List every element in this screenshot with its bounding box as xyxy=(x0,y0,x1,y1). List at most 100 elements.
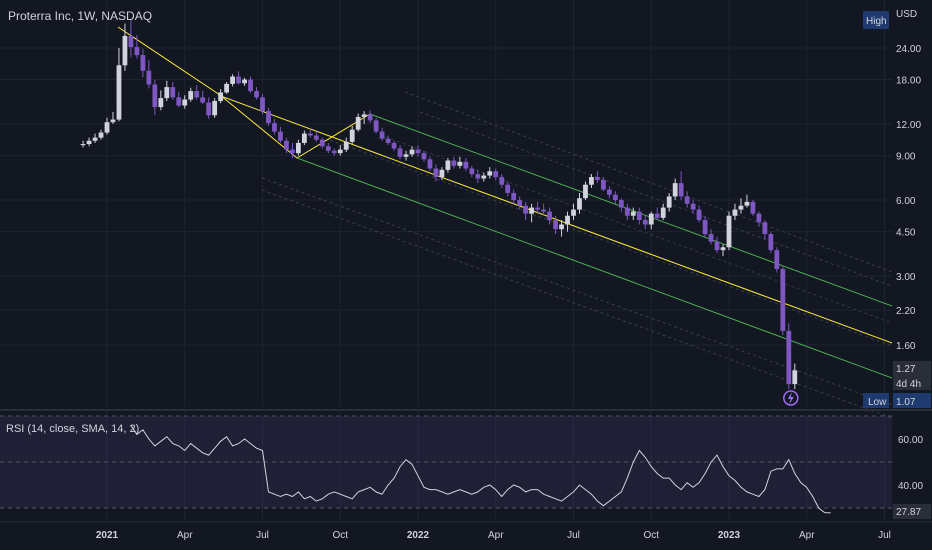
low-badge xyxy=(863,393,889,408)
price-tick-label: 18.00 xyxy=(896,76,921,87)
candle-body xyxy=(475,174,481,179)
time-tick-label: Jul xyxy=(256,530,269,541)
candle-body xyxy=(463,161,469,169)
channel-lower xyxy=(296,157,893,379)
low-value-label: 1.07 xyxy=(896,397,916,408)
candle-body xyxy=(379,131,385,139)
rsi-label: RSI (14, close, SMA, 14, 2) xyxy=(6,423,140,435)
time-tick-label: Oct xyxy=(643,530,659,541)
candle-body xyxy=(696,209,702,221)
time-grid xyxy=(106,0,885,520)
candle-body xyxy=(295,142,301,154)
candle-body xyxy=(487,171,493,176)
candle-body xyxy=(439,169,445,178)
channel-faint-line xyxy=(329,139,893,347)
candle-body xyxy=(266,111,271,124)
time-tick-label: Apr xyxy=(177,530,193,541)
candle-body xyxy=(110,119,116,123)
price-tick-label: 1.60 xyxy=(896,341,916,352)
candle-body xyxy=(260,97,265,112)
candle-body xyxy=(427,159,433,169)
candle-body xyxy=(792,370,798,385)
candle-body xyxy=(690,203,696,210)
rsi-axis-bg xyxy=(892,412,932,522)
rsi-pane[interactable]: 60.00 40.00 27.87 xyxy=(0,409,932,522)
rsi-band xyxy=(0,416,892,508)
candle-body xyxy=(714,241,720,251)
candle-body xyxy=(92,137,98,141)
candle-body xyxy=(325,146,331,151)
candle-body xyxy=(403,154,409,157)
price-tick-label: 6.00 xyxy=(896,196,916,207)
candle-body xyxy=(750,201,756,214)
pitchfork-median xyxy=(217,94,893,344)
candle-body xyxy=(200,97,206,103)
candle-body xyxy=(224,83,230,93)
candle-body xyxy=(702,220,708,235)
candle-body xyxy=(284,140,289,150)
candle-body xyxy=(451,160,457,166)
candle-body xyxy=(158,98,164,108)
candle-body xyxy=(433,168,439,178)
candle-body xyxy=(206,102,212,116)
candle-body xyxy=(678,183,684,197)
candle-body xyxy=(708,234,714,242)
candle-body xyxy=(355,116,361,130)
candle-body xyxy=(786,330,792,385)
candle-body xyxy=(577,198,582,210)
candle-body xyxy=(140,55,146,71)
candle-body xyxy=(188,91,194,100)
countdown-tag xyxy=(893,376,931,390)
chart-title: Proterra Inc, 1W, NASDAQ xyxy=(8,9,153,23)
time-tick-label: Apr xyxy=(488,530,504,541)
candle-body xyxy=(648,213,654,225)
candle-body xyxy=(529,207,535,214)
candle-body xyxy=(331,150,337,154)
candle-body xyxy=(242,79,247,84)
candle-body xyxy=(756,213,762,223)
candle-body xyxy=(672,183,678,197)
candle-body xyxy=(666,196,672,208)
candle-body xyxy=(744,201,750,206)
time-tick-label: Apr xyxy=(799,530,815,541)
price-tick-label: 12.00 xyxy=(896,120,921,131)
countdown-label: 4d 4h xyxy=(896,379,921,390)
candle-body xyxy=(134,47,140,56)
rsi-tick-label: 40.00 xyxy=(898,481,923,492)
candle-body xyxy=(630,211,636,216)
candle-body xyxy=(774,250,780,269)
candle-body xyxy=(373,120,379,132)
candle-body xyxy=(541,209,546,212)
time-axis[interactable]: 2021 Apr Jul Oct 2022 Apr Jul Oct 2023 Apr Jul xyxy=(0,521,932,541)
candle-body xyxy=(290,149,295,154)
high-label: High xyxy=(866,16,887,27)
pitchfork-handle xyxy=(117,26,371,159)
candle-body xyxy=(80,144,86,146)
candle-body xyxy=(606,189,612,195)
candle-body xyxy=(595,177,600,181)
candle-body xyxy=(415,149,421,154)
candle-body xyxy=(164,87,170,99)
candle-body xyxy=(583,184,588,199)
candle-body xyxy=(98,132,104,138)
low-value-tag xyxy=(893,393,931,408)
lightning-icon xyxy=(787,392,794,405)
candle-body xyxy=(589,177,594,185)
candle-body xyxy=(618,200,624,208)
candle-body xyxy=(517,200,523,206)
candle-body xyxy=(660,207,666,218)
price-tick-label: 4.50 xyxy=(896,228,916,239)
candle-body xyxy=(445,160,451,170)
candle-body xyxy=(194,91,200,98)
candle-body xyxy=(565,215,570,225)
candles-layer[interactable] xyxy=(80,19,799,406)
time-tick-label: 2023 xyxy=(718,530,741,541)
candle-body xyxy=(654,213,660,218)
candle-body xyxy=(571,209,576,216)
rsi-tick-label: 60.00 xyxy=(898,435,923,446)
candle-body xyxy=(254,91,259,98)
candle-body xyxy=(307,133,313,136)
candle-body xyxy=(278,131,283,141)
candle-body xyxy=(248,79,253,92)
